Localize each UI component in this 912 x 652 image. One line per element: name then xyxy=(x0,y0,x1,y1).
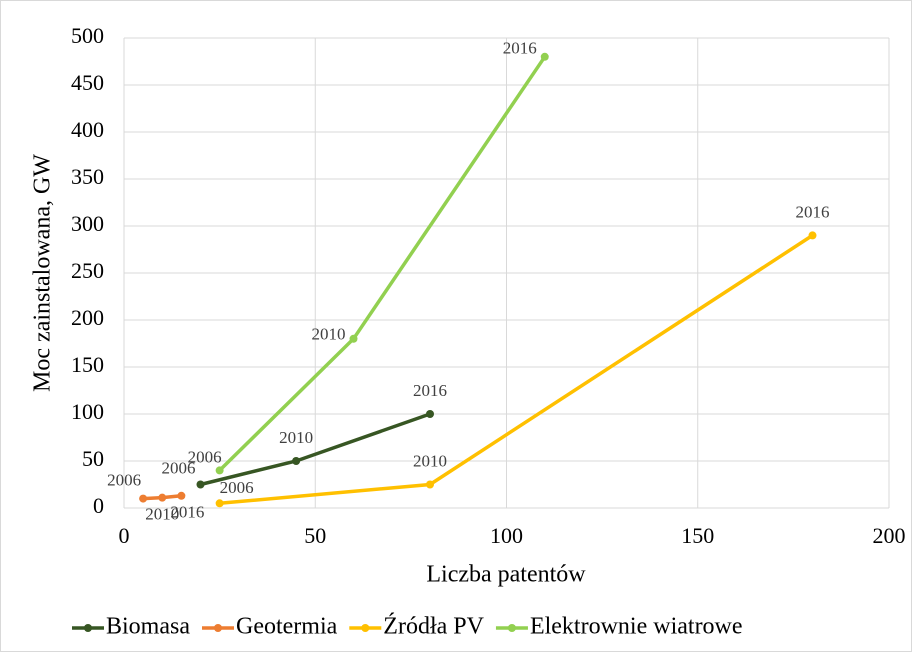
point-label: 2010 xyxy=(145,505,179,524)
point-label: 2016 xyxy=(413,381,447,400)
data-point xyxy=(139,494,148,503)
legend-label: Źródła PV xyxy=(383,614,484,640)
x-tick-label: 50 xyxy=(304,523,326,548)
y-tick-label: 300 xyxy=(71,211,104,236)
y-tick-label: 500 xyxy=(71,23,104,48)
point-label: 2006 xyxy=(162,458,196,477)
y-tick-label: 200 xyxy=(71,305,104,330)
y-tick-label: 400 xyxy=(71,117,104,142)
legend-marker xyxy=(361,624,370,632)
y-tick-label: 150 xyxy=(71,352,104,377)
data-point xyxy=(177,491,186,500)
point-label: 2006 xyxy=(220,478,254,497)
data-point xyxy=(196,480,205,489)
legend-label: Elektrownie wiatrowe xyxy=(530,614,743,640)
legend-marker xyxy=(507,624,516,632)
y-tick-label: 50 xyxy=(82,446,104,471)
data-point xyxy=(540,52,549,61)
point-label: 2016 xyxy=(796,202,830,221)
x-tick-label: 150 xyxy=(681,523,714,548)
y-tick-label: 450 xyxy=(71,70,104,95)
point-label: 2016 xyxy=(503,39,537,58)
point-label: 2006 xyxy=(188,447,222,466)
x-tick-label: 200 xyxy=(873,523,906,548)
legend-marker xyxy=(84,624,92,632)
data-point xyxy=(426,410,434,418)
data-point xyxy=(349,334,358,343)
data-point xyxy=(215,466,224,475)
y-tick-label: 250 xyxy=(71,258,104,283)
point-label: 2010 xyxy=(312,325,346,344)
point-label: 2010 xyxy=(413,451,447,470)
legend-label: Biomasa xyxy=(106,614,190,640)
x-axis-title: Liczba patentów xyxy=(426,562,586,588)
y-axis-title: Moc zainstalowana, GW xyxy=(30,154,56,392)
data-point xyxy=(808,231,817,240)
y-tick-label: 350 xyxy=(71,164,104,189)
legend-label: Geotermia xyxy=(236,614,338,640)
y-tick-label: 0 xyxy=(93,493,104,518)
data-point xyxy=(426,480,434,489)
point-label: 2016 xyxy=(170,503,204,522)
data-point xyxy=(292,457,301,465)
x-tick-label: 100 xyxy=(490,523,523,548)
data-point xyxy=(215,499,224,508)
point-label: 2006 xyxy=(107,471,141,490)
legend-marker xyxy=(214,624,222,632)
y-tick-label: 100 xyxy=(71,399,104,424)
point-label: 2010 xyxy=(279,428,313,447)
x-tick-label: 0 xyxy=(119,523,130,548)
data-point xyxy=(158,493,167,502)
